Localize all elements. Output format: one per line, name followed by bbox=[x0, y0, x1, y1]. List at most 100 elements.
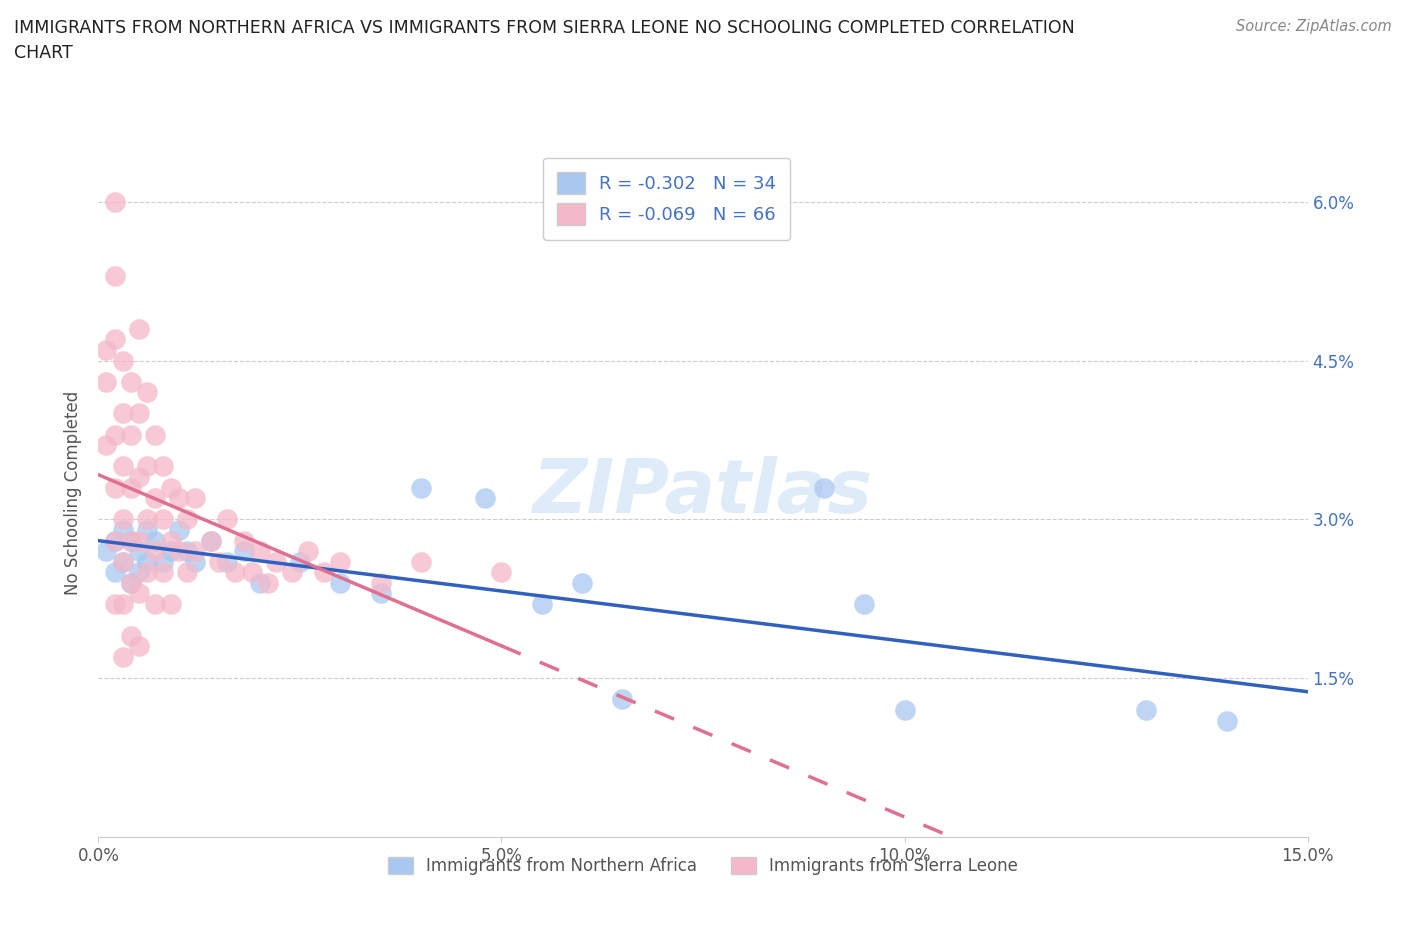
Point bbox=[128, 639, 150, 654]
Point bbox=[1135, 702, 1157, 717]
Point bbox=[208, 554, 231, 569]
Point bbox=[217, 554, 239, 569]
Point bbox=[152, 565, 174, 579]
Point bbox=[232, 544, 254, 559]
Point bbox=[128, 406, 150, 421]
Point bbox=[160, 480, 183, 495]
Point bbox=[256, 576, 278, 591]
Point bbox=[281, 565, 304, 579]
Point bbox=[329, 554, 352, 569]
Point bbox=[1216, 713, 1239, 728]
Point bbox=[103, 194, 125, 209]
Point bbox=[329, 576, 352, 591]
Point bbox=[813, 480, 835, 495]
Point bbox=[96, 544, 118, 559]
Point bbox=[530, 597, 553, 612]
Point bbox=[135, 554, 157, 569]
Point bbox=[409, 554, 432, 569]
Point bbox=[120, 374, 142, 389]
Point bbox=[160, 544, 183, 559]
Point bbox=[120, 480, 142, 495]
Point bbox=[120, 427, 142, 442]
Point bbox=[120, 533, 142, 548]
Point bbox=[249, 576, 271, 591]
Text: Source: ZipAtlas.com: Source: ZipAtlas.com bbox=[1236, 19, 1392, 33]
Point bbox=[111, 554, 134, 569]
Text: ZIPatlas: ZIPatlas bbox=[533, 457, 873, 529]
Point bbox=[135, 565, 157, 579]
Point bbox=[135, 523, 157, 538]
Point bbox=[103, 533, 125, 548]
Point bbox=[314, 565, 336, 579]
Point bbox=[128, 533, 150, 548]
Point bbox=[249, 544, 271, 559]
Y-axis label: No Schooling Completed: No Schooling Completed bbox=[65, 391, 83, 595]
Point bbox=[152, 554, 174, 569]
Point bbox=[128, 565, 150, 579]
Point bbox=[103, 332, 125, 347]
Point bbox=[111, 523, 134, 538]
Point bbox=[103, 533, 125, 548]
Point bbox=[128, 322, 150, 337]
Point bbox=[288, 554, 311, 569]
Point bbox=[103, 427, 125, 442]
Point bbox=[200, 533, 222, 548]
Text: IMMIGRANTS FROM NORTHERN AFRICA VS IMMIGRANTS FROM SIERRA LEONE NO SCHOOLING COM: IMMIGRANTS FROM NORTHERN AFRICA VS IMMIG… bbox=[14, 19, 1074, 61]
Point bbox=[120, 576, 142, 591]
Point bbox=[491, 565, 513, 579]
Point bbox=[143, 427, 166, 442]
Point bbox=[184, 491, 207, 506]
Point bbox=[111, 512, 134, 526]
Point bbox=[135, 459, 157, 474]
Point bbox=[96, 342, 118, 357]
Point bbox=[143, 533, 166, 548]
Point bbox=[120, 576, 142, 591]
Point bbox=[409, 480, 432, 495]
Point bbox=[264, 554, 287, 569]
Point bbox=[370, 586, 392, 601]
Point bbox=[120, 629, 142, 644]
Point bbox=[111, 597, 134, 612]
Point bbox=[571, 576, 593, 591]
Point bbox=[184, 544, 207, 559]
Point bbox=[853, 597, 876, 612]
Point bbox=[143, 491, 166, 506]
Point bbox=[103, 597, 125, 612]
Point bbox=[167, 491, 190, 506]
Point bbox=[217, 512, 239, 526]
Point bbox=[111, 406, 134, 421]
Point bbox=[297, 544, 319, 559]
Point bbox=[200, 533, 222, 548]
Point bbox=[184, 554, 207, 569]
Point bbox=[612, 692, 634, 707]
Point bbox=[120, 533, 142, 548]
Point bbox=[143, 544, 166, 559]
Point bbox=[96, 438, 118, 453]
Point bbox=[111, 459, 134, 474]
Point bbox=[128, 544, 150, 559]
Point bbox=[128, 470, 150, 485]
Point bbox=[111, 353, 134, 368]
Point bbox=[176, 544, 198, 559]
Point bbox=[232, 533, 254, 548]
Point bbox=[240, 565, 263, 579]
Point bbox=[111, 554, 134, 569]
Point bbox=[167, 523, 190, 538]
Point bbox=[103, 565, 125, 579]
Point bbox=[160, 533, 183, 548]
Point bbox=[135, 512, 157, 526]
Point bbox=[103, 269, 125, 284]
Point bbox=[176, 512, 198, 526]
Point bbox=[224, 565, 246, 579]
Point bbox=[96, 374, 118, 389]
Point bbox=[143, 597, 166, 612]
Point bbox=[103, 480, 125, 495]
Point bbox=[128, 586, 150, 601]
Point bbox=[370, 576, 392, 591]
Point bbox=[167, 544, 190, 559]
Point bbox=[111, 649, 134, 664]
Legend: R = -0.302   N = 34, R = -0.069   N = 66: R = -0.302 N = 34, R = -0.069 N = 66 bbox=[543, 158, 790, 240]
Point bbox=[893, 702, 915, 717]
Point bbox=[160, 597, 183, 612]
Point bbox=[152, 459, 174, 474]
